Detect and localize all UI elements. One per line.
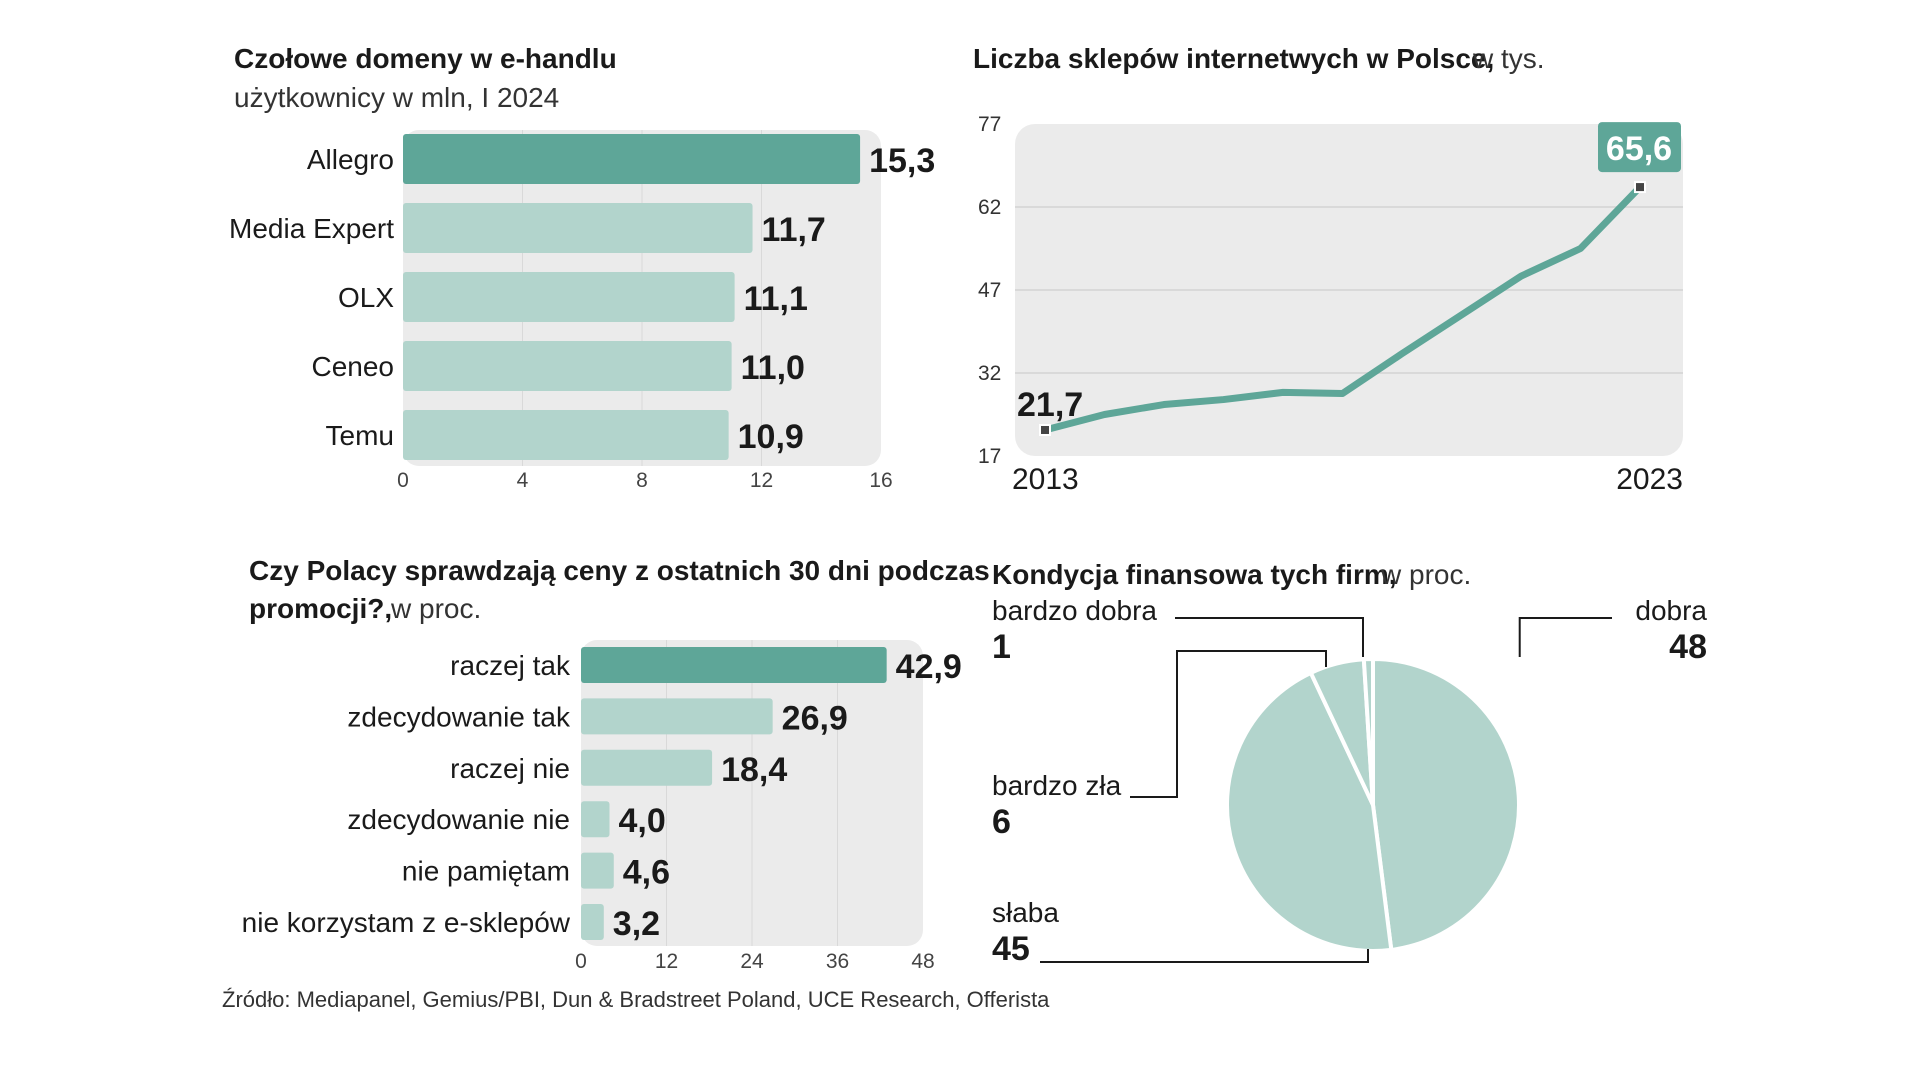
pie-slice — [1361, 657, 1375, 807]
category-label: zdecydowanie tak — [347, 701, 571, 732]
chart2-subtitle: w tys. — [1472, 43, 1545, 74]
bar — [581, 852, 614, 889]
chart3-subtitle: w proc. — [390, 593, 481, 624]
start-point-marker — [1039, 423, 1051, 436]
slice-name-label: słaba — [992, 897, 1059, 928]
value-label: 15,3 — [869, 142, 935, 180]
x-tick-label: 48 — [911, 950, 934, 973]
y-tick-label: 17 — [978, 445, 1001, 468]
bar — [403, 410, 729, 460]
category-label: zdecydowanie nie — [347, 804, 570, 835]
slice-name-label: bardzo dobra — [992, 595, 1157, 626]
x-tick-label: 36 — [826, 950, 849, 973]
y-tick-label: 32 — [978, 362, 1001, 385]
category-label: Allegro — [307, 144, 394, 175]
category-label: nie korzystam z e-sklepów — [242, 907, 571, 938]
end-point-marker — [1634, 181, 1646, 194]
bar — [403, 203, 753, 253]
slice-value-label: 45 — [992, 930, 1030, 968]
value-label: 11,0 — [741, 349, 805, 387]
category-label: Temu — [326, 420, 394, 451]
bar — [581, 904, 604, 940]
chart4-subtitle: w proc. — [1380, 559, 1471, 590]
chart-top-domains: Czołowe domeny w e-handlu użytkownicy w … — [229, 43, 935, 492]
value-label: 42,9 — [896, 648, 962, 686]
bar — [403, 341, 732, 391]
value-label: 3,2 — [613, 905, 660, 943]
x-tick-label: 0 — [575, 950, 587, 973]
bar — [581, 647, 887, 683]
y-tick-label: 62 — [978, 196, 1001, 219]
end-value-badge — [1598, 122, 1681, 173]
chart2-title: Liczba sklepów internetwych w Polsce, — [973, 43, 1494, 74]
category-label: Media Expert — [229, 213, 394, 244]
x-label-start: 2013 — [1012, 463, 1079, 496]
value-label: 4,6 — [623, 854, 670, 892]
y-tick-label: 47 — [978, 279, 1001, 302]
category-label: nie pamiętam — [402, 856, 570, 887]
x-tick-label: 4 — [517, 469, 529, 492]
pie-slice — [1225, 670, 1394, 953]
bar — [403, 272, 735, 322]
chart-price-check: Czy Polacy sprawdzają ceny z ostatnich 3… — [242, 555, 990, 973]
value-label: 26,9 — [782, 699, 848, 737]
slice-value-label: 1 — [992, 628, 1011, 666]
bar — [581, 801, 610, 838]
x-label-end: 2023 — [1616, 463, 1683, 496]
value-label: 11,7 — [762, 211, 826, 249]
slice-name-label: dobra — [1635, 595, 1707, 626]
pie-slice — [1371, 657, 1522, 952]
value-label: 4,0 — [619, 802, 666, 840]
chart-financial-condition: Kondycja finansowa tych firm, w proc. do… — [992, 559, 1707, 968]
y-tick-label: 77 — [978, 113, 1001, 136]
value-label: 10,9 — [738, 418, 804, 456]
value-label: 18,4 — [721, 751, 787, 789]
start-value-label: 21,7 — [1017, 386, 1083, 424]
x-tick-label: 0 — [397, 469, 409, 492]
chart-online-shops: Liczba sklepów internetwych w Polsce, w … — [973, 43, 1683, 496]
x-tick-label: 12 — [655, 950, 678, 973]
x-tick-label: 24 — [740, 950, 764, 973]
leader-line — [1518, 617, 1612, 657]
bar — [581, 749, 713, 786]
x-tick-label: 12 — [750, 469, 773, 492]
bar — [403, 134, 861, 184]
category-label: raczej tak — [450, 650, 571, 681]
x-tick-label: 8 — [636, 469, 648, 492]
category-label: OLX — [338, 282, 394, 313]
chart3-title-line1: Czy Polacy sprawdzają ceny z ostatnich 3… — [249, 555, 990, 586]
chart1-title: Czołowe domeny w e-handlu — [234, 43, 617, 74]
value-label: 11,1 — [744, 280, 808, 318]
slice-value-label: 6 — [992, 803, 1011, 841]
x-tick-label: 16 — [869, 469, 892, 492]
leader-line — [1175, 617, 1364, 657]
leader-line — [1040, 949, 1369, 963]
category-label: raczej nie — [450, 753, 570, 784]
chart4-title: Kondycja finansowa tych firm, — [992, 559, 1397, 590]
chart3-title-line2: promocji?, — [249, 593, 392, 624]
source-note: Źródło: Mediapanel, Gemius/PBI, Dun & Br… — [222, 987, 1050, 1012]
series-line — [1041, 183, 1644, 434]
leader-line — [1130, 650, 1327, 798]
category-label: Ceneo — [311, 351, 394, 382]
slice-name-label: bardzo zła — [992, 770, 1122, 801]
chart1-subtitle: użytkownicy w mln, I 2024 — [234, 82, 559, 113]
slice-value-label: 48 — [1669, 628, 1707, 666]
bar — [581, 698, 773, 735]
end-value-label: 65,6 — [1606, 130, 1672, 168]
